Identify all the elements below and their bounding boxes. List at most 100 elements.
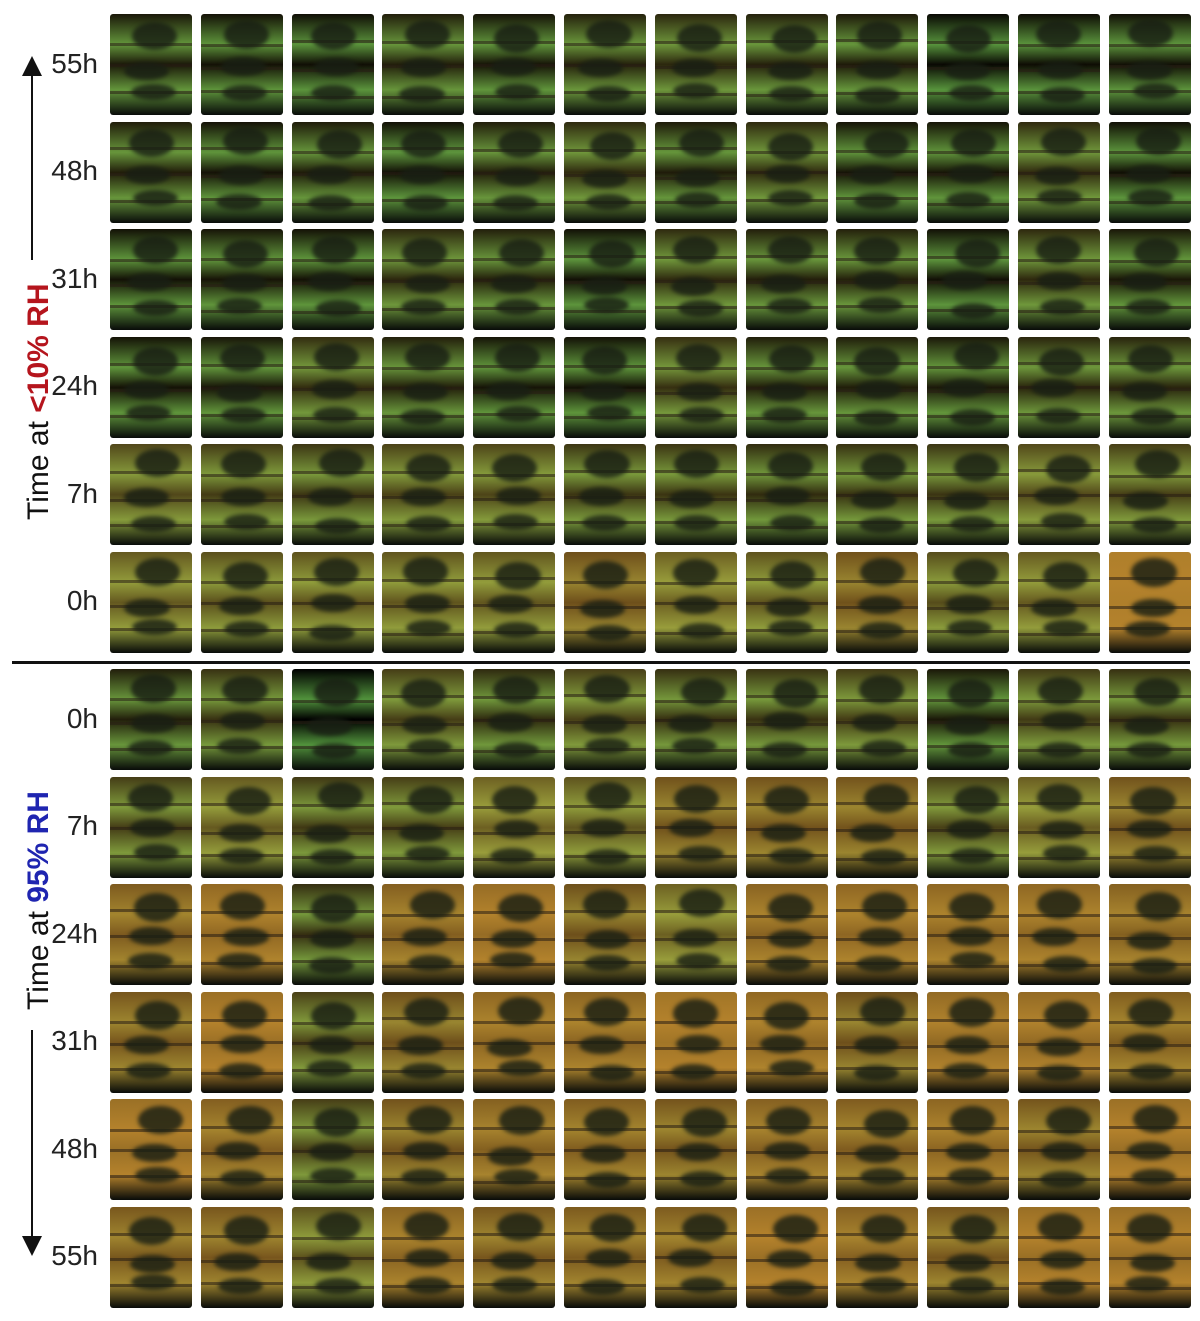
dark-patch [672,83,719,100]
specimen-photo [473,1206,556,1308]
dark-patch [954,239,1000,268]
dark-patch [220,892,266,921]
dark-patch [1035,167,1081,186]
dark-patch [221,1001,267,1030]
specimen-photo [473,776,556,878]
dark-patch [581,818,627,838]
dark-patch [400,130,446,159]
dark-patch [582,346,628,375]
dark-patch [495,562,541,591]
dark-patch [767,619,814,637]
dark-patch [495,343,541,372]
dark-patch [1126,742,1172,759]
specimen-photo [564,776,646,878]
dark-patch [1132,82,1178,99]
dark-patch [946,25,992,54]
row-time-label: 0h [66,585,98,616]
dark-patch [498,1060,544,1077]
dark-patch [951,302,997,319]
dark-patch [1132,516,1178,533]
dark-patch [401,298,447,315]
dark-patch [946,820,992,839]
specimen-photo [745,444,828,545]
dark-patch [1033,486,1079,505]
specimen-photo [1108,1099,1191,1200]
dark-patch [767,61,813,80]
specimen-photo [291,1206,374,1308]
dark-patch [407,954,453,971]
dark-patch [1037,271,1083,290]
specimen-photo [654,991,737,1093]
dark-patch [126,272,172,291]
dark-patch [1040,86,1086,104]
dark-patch [673,450,719,479]
dark-patch [1123,717,1169,736]
dark-patch [309,624,355,642]
specimen-photo [110,991,192,1093]
dark-patch [1130,786,1176,815]
dark-patch [131,84,177,101]
dark-patch [487,1147,533,1166]
specimen-photo [1018,1206,1100,1308]
dark-patch [1133,238,1179,267]
dark-patch [762,406,808,424]
specimen-photo [200,551,283,653]
dark-patch [1043,620,1089,637]
dark-patch [308,1036,355,1055]
specimen-photo [836,551,919,653]
dark-patch [1131,598,1177,617]
dark-patch [1037,1038,1083,1057]
dark-patch [318,449,365,478]
specimen-photo [654,229,737,330]
dark-patch [585,194,631,211]
dark-patch [128,783,174,812]
specimen-photo [927,1206,1010,1308]
dark-patch [307,166,353,185]
dark-patch [586,85,632,102]
specimen-photo [110,336,192,438]
dark-patch [314,57,360,76]
dark-patch [498,997,544,1026]
dark-patch [587,404,633,421]
specimen-photo [927,444,1010,545]
specimen-photo [473,1099,556,1200]
specimen-photo [291,336,374,438]
dark-patch [768,85,814,102]
row-time-label: 55h [51,47,98,79]
dark-patch [132,299,178,316]
dark-patch [950,409,996,426]
dark-patch [132,22,178,51]
dark-patch [668,819,715,838]
dark-patch [217,297,263,315]
up-arrow-icon [22,56,42,76]
specimen-photo [1108,336,1191,438]
dark-patch [309,957,355,974]
specimen-photo [564,444,646,545]
dark-patch [128,128,174,157]
dark-patch [671,738,717,755]
dark-patch [953,559,999,588]
dark-patch [854,409,900,427]
dark-patch [494,298,540,316]
specimen-photo [745,1206,828,1308]
dark-patch [315,517,361,534]
dark-patch [1127,932,1173,951]
specimen-photo [382,444,465,545]
dark-patch [132,1143,178,1162]
dark-patch [765,956,811,973]
dark-patch [675,191,721,209]
specimen-photo [927,551,1010,653]
dark-patch [405,516,452,533]
dark-patch [1037,1064,1083,1082]
dark-patch [586,1249,632,1268]
specimen-photo [745,336,828,438]
dark-patch [675,168,721,187]
wet-title-prefix: Time at [22,902,55,1010]
dark-patch [398,824,445,843]
dark-patch [948,742,994,759]
dark-patch [404,275,451,294]
dark-patch [312,380,358,399]
specimen-photo [291,121,374,223]
dark-patch [399,166,445,185]
dark-patch [404,20,450,49]
